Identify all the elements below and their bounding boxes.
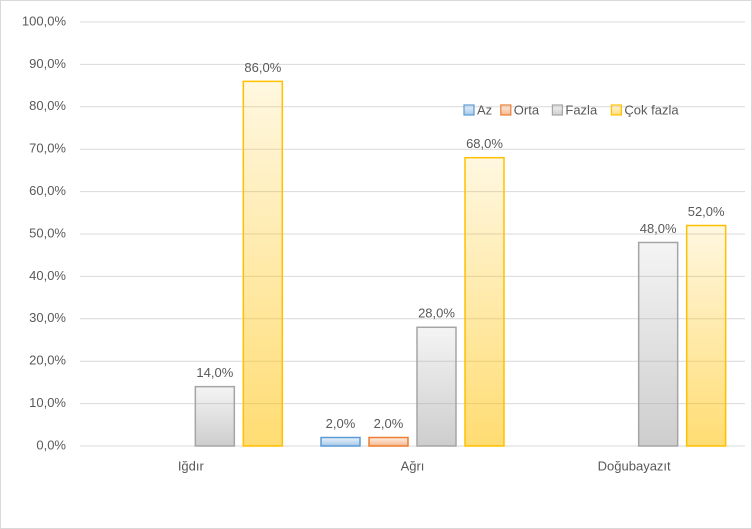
y-tick-label: 80,0% <box>29 98 66 113</box>
bar <box>368 436 409 447</box>
legend-swatch <box>610 104 623 116</box>
data-label: 2,0% <box>326 416 356 431</box>
legend-label: Çok fazla <box>624 102 679 117</box>
bar <box>194 385 236 447</box>
data-label: 2,0% <box>374 416 404 431</box>
x-tick-label: Iğdır <box>178 458 205 473</box>
legend-label: Orta <box>514 102 540 117</box>
y-tick-label: 100,0% <box>22 13 67 28</box>
bar <box>637 241 679 447</box>
bar <box>416 326 457 447</box>
legend-swatch <box>551 104 564 116</box>
legend-label: Fazla <box>565 102 598 117</box>
y-tick-label: 40,0% <box>29 268 66 283</box>
y-tick-label: 90,0% <box>29 56 66 71</box>
y-tick-label: 70,0% <box>29 141 66 156</box>
y-tick-label: 50,0% <box>29 225 66 240</box>
y-tick-label: 0,0% <box>36 437 66 452</box>
data-label: 28,0% <box>418 306 455 321</box>
bar <box>464 156 505 447</box>
x-tick-label: Ağrı <box>401 458 425 473</box>
y-tick-label: 60,0% <box>29 183 66 198</box>
data-label: 68,0% <box>466 136 503 151</box>
y-tick-label: 30,0% <box>29 310 66 325</box>
x-tick-label: Doğubayazıt <box>598 458 671 473</box>
legend-swatch <box>500 104 512 116</box>
bar <box>242 80 284 447</box>
bar <box>685 224 727 447</box>
y-tick-label: 10,0% <box>29 395 66 410</box>
data-label: 52,0% <box>688 204 725 219</box>
bar <box>320 436 361 447</box>
y-tick-label: 20,0% <box>29 353 66 368</box>
data-label: 86,0% <box>244 60 281 75</box>
data-label: 14,0% <box>196 365 233 380</box>
legend-label: Az <box>477 102 492 117</box>
data-label: 48,0% <box>640 221 677 236</box>
legend-swatch <box>463 104 475 116</box>
